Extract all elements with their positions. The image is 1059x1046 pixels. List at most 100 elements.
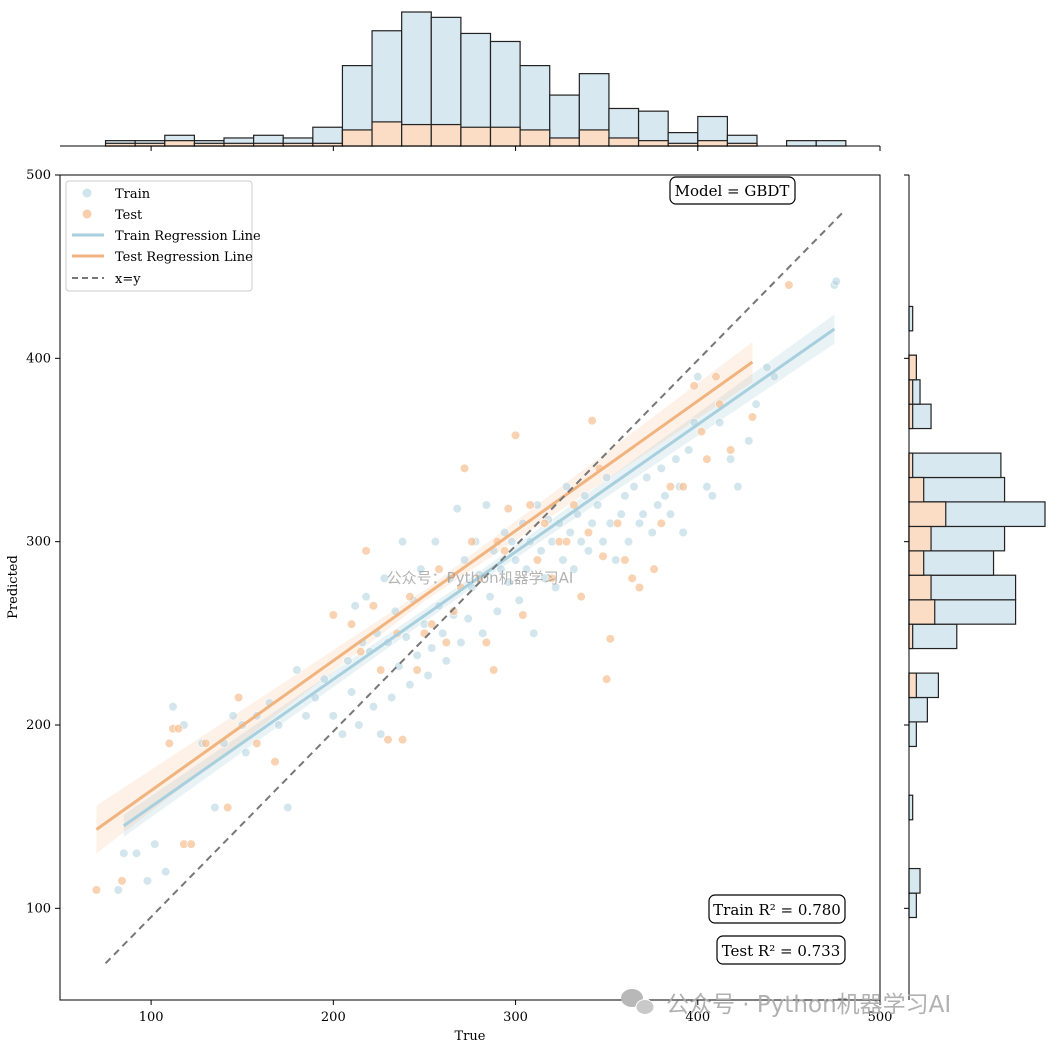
train-point [551,582,561,593]
train-point [113,885,123,895]
test-points [91,280,794,895]
test-point [376,665,386,675]
y-tick-label: 200 [26,718,51,733]
train-point [292,665,302,675]
train-point [430,537,440,547]
train-point [693,372,703,382]
train-r2-text: Train R² = 0.780 [713,901,841,919]
test-point [427,619,437,629]
train-point [416,564,426,574]
train-point [529,628,539,638]
y-tick-label: 500 [26,168,51,183]
train-point [492,606,502,616]
train-point [647,527,657,538]
train-point [301,711,311,721]
train-point [337,729,348,739]
train-point [119,848,129,858]
test-point [201,738,211,748]
legend-test-line-label: Test Regression Line [115,250,253,265]
test-point [665,482,676,492]
test-r2-text: Test R² = 0.733 [722,942,841,960]
train-point [397,537,408,547]
right-hist-train-bar [908,305,914,332]
test-point [467,537,477,547]
train-point [507,537,517,547]
test-point [634,582,645,593]
test-point [569,500,579,510]
top-hist-test-bar [697,140,728,147]
x-tick-label: 300 [503,1010,528,1025]
right-hist-test-bar [908,550,925,576]
test-point [656,518,666,528]
test-r2-box [716,935,846,965]
right-hist-test-bar [908,354,917,381]
train-point [725,454,736,464]
right-hist-test-bar [908,476,925,503]
test-point [91,885,102,895]
train-r2-badge: Train R² = 0.780 [708,894,846,924]
train-point [598,537,608,547]
train-point [744,436,754,446]
legend: Train Test Train Regression Line Test Re… [65,180,261,292]
train-point [405,680,415,690]
x-tick-label: 400 [685,1010,710,1025]
test-point [383,735,393,745]
test-point [434,564,444,574]
test-point [412,665,422,675]
test-point [356,647,366,657]
test-point [532,555,543,565]
test-point [186,839,196,849]
train-point [611,555,621,565]
test-point [696,427,707,437]
train-point [412,650,422,660]
train-point [660,491,670,501]
test-point [784,280,794,290]
top-hist-test-bar [460,126,492,147]
y-tick-label: 400 [26,351,51,366]
test-point [361,546,371,556]
right-hist-train-bar [908,452,1002,479]
test-point [547,573,557,583]
test-point [270,757,280,767]
train-point [161,867,171,877]
x-tick-label: 500 [868,1010,893,1025]
train-point [521,564,532,574]
test-point [576,592,586,602]
train-point [587,518,597,528]
right-hist-test-bar [908,403,914,430]
right-hist-test-bar [908,599,936,625]
legend-train-label: Train [115,187,151,202]
train-point [496,564,506,574]
main-plot-area: 100 200 300 400 500 100 200 300 400 500 True Pre… [6,168,892,1044]
top-hist-test-bar [549,137,580,147]
train-r2-box [708,894,846,924]
train-point [634,518,645,528]
test-point [164,738,174,748]
legend-train-marker [82,188,92,198]
right-hist-test-bar [908,501,947,528]
train-point [684,445,694,455]
top-hist-train-bar [815,140,847,147]
train-point [602,472,612,483]
test-point [711,372,721,382]
test-point [602,674,612,684]
train-point [150,839,160,849]
train-point [438,628,448,638]
train-point [427,643,437,653]
top-hist-train-bar [786,140,817,147]
test-point [489,665,499,675]
train-point [583,546,594,556]
train-point [707,491,717,501]
top-marginal-histogram [104,11,847,147]
test-point [328,610,338,620]
train-point [319,674,329,684]
train-point [565,527,575,538]
train-point [558,555,568,565]
top-hist-test-bar [519,129,551,147]
right-hist-test-bar [908,672,917,699]
test-point [525,500,535,510]
model-badge-box [669,176,796,205]
test-point [173,724,184,734]
top-hist-train-bar [401,11,432,147]
